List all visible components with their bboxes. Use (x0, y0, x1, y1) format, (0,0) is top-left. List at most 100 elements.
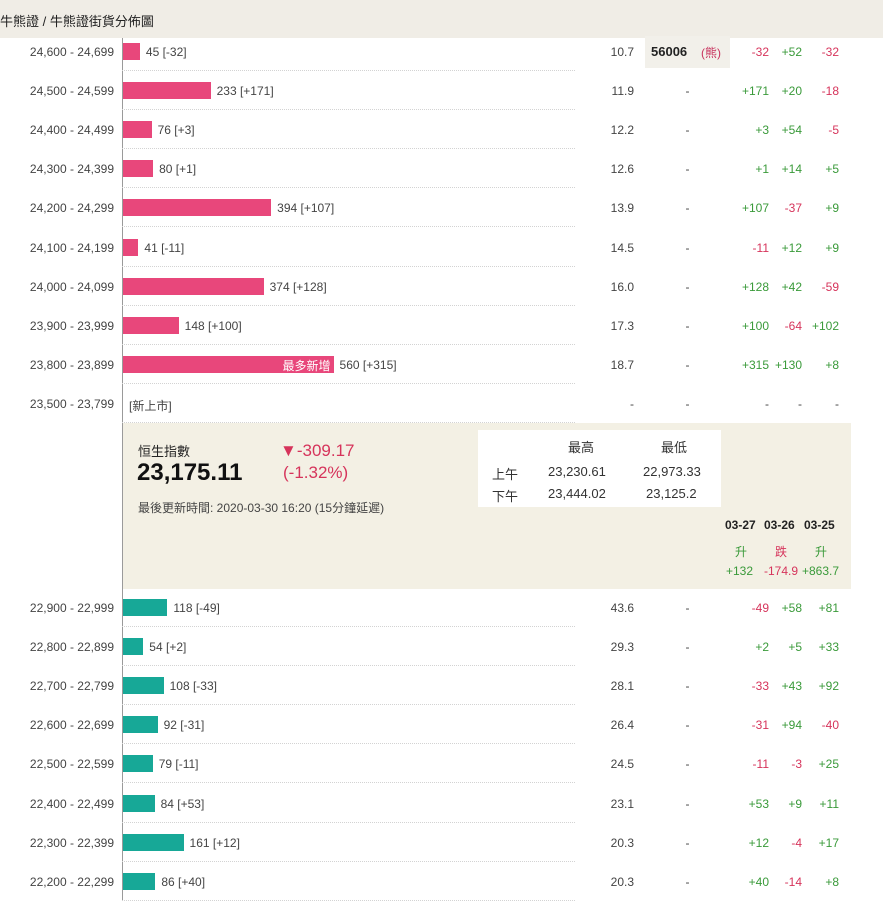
bull-row: 23,500 - 23,799 [新上市] - - - - - (0, 390, 883, 429)
daily-change-d2: -14 (784, 874, 802, 889)
bear-volume-bar[interactable] (123, 638, 144, 656)
strike-range: 22,400 - 22,499 (29, 796, 114, 811)
daily-change-d1: +315 (741, 357, 769, 372)
bull-volume-bar[interactable] (123, 199, 272, 217)
day-direction: 升 (815, 545, 828, 559)
bear-volume-bar[interactable] (123, 755, 153, 773)
bull-volume-bar[interactable] (123, 238, 139, 256)
bull-volume-bar[interactable] (123, 277, 264, 295)
daily-change-d3: +5 (825, 162, 839, 177)
leverage-value: 18.7 (610, 357, 634, 372)
daily-change-d3: +81 (818, 601, 839, 615)
bear-volume-bar[interactable] (123, 677, 164, 695)
index-value: 23,175.11 (137, 459, 243, 486)
daily-change-d1: -31 (751, 718, 769, 733)
outstanding-count: 86 [+40] (161, 874, 206, 889)
bear-row: 22,200 - 22,299 86 [+40] 20.3 - +40 -14 +8 (0, 868, 883, 907)
row-separator (122, 704, 575, 706)
warrant-code: - (685, 357, 690, 372)
day-direction: 升 (735, 545, 748, 559)
warrant-code[interactable]: 56006 (651, 44, 688, 59)
index-change-percent: (-1.32%) (283, 463, 349, 482)
index-change: ▼-309.17 (280, 441, 355, 460)
leverage-value: 14.5 (610, 240, 634, 255)
daily-change-d1: -33 (751, 679, 769, 694)
high-low-table: 最高 最低 上午 23,230.61 22,973.33 下午 23,444.0… (478, 430, 721, 507)
row-separator (122, 187, 575, 189)
leverage-value: 23.1 (610, 796, 634, 811)
outstanding-count: 45 [-32] (145, 45, 187, 59)
row-separator (122, 304, 575, 306)
row-separator (122, 382, 575, 384)
leverage-value: 16.0 (610, 279, 634, 294)
row-separator (122, 665, 575, 667)
strike-range: 22,900 - 22,999 (29, 601, 114, 615)
daily-change-d2: +58 (781, 601, 802, 615)
bear-row: 22,500 - 22,599 79 [-11] 24.5 - -11 -3 +25 (0, 750, 883, 789)
daily-change-d2: +94 (781, 718, 802, 733)
warrant-code: - (685, 162, 690, 177)
bull-volume-bar[interactable] (123, 160, 154, 178)
outstanding-count: 161 [+12] (189, 835, 240, 850)
outstanding-count: 41 [-11] (144, 240, 185, 255)
leverage-value: 29.3 (610, 640, 634, 655)
day-direction: 跌 (775, 545, 788, 559)
breadcrumb: 牛熊證 / 牛熊證街貨分佈圖 (0, 14, 154, 29)
strike-range: 24,100 - 24,199 (29, 240, 114, 255)
warrant-code: - (685, 757, 690, 772)
leverage-value: 11.9 (611, 84, 634, 99)
row-separator (122, 626, 575, 627)
bull-row: 24,300 - 24,399 80 [+1] 12.6 - +1 +14 +5 (0, 155, 883, 194)
row-separator (122, 109, 575, 111)
warrant-code: - (685, 123, 690, 138)
daily-change-d3: +11 (819, 796, 839, 811)
session-high: 23,230.61 (548, 464, 606, 479)
session-high: 23,444.02 (548, 486, 606, 501)
bull-volume-bar[interactable] (123, 121, 152, 139)
daily-change-d2: +5 (788, 640, 802, 655)
bear-row: 22,400 - 22,499 84 [+53] 23.1 - +53 +9 +11 (0, 790, 883, 829)
bear-row: 22,800 - 22,899 54 [+2] 29.3 - +2 +5 +33 (0, 633, 883, 672)
bull-row: 23,800 - 23,899 最多新增 560 [+315] 18.7 - +315 +1… (0, 351, 883, 390)
outstanding-count: 108 [-33] (169, 679, 217, 694)
strike-range: 22,800 - 22,899 (29, 640, 114, 655)
warrant-code-box[interactable]: 56006 (熊) (645, 36, 730, 68)
daily-change-d3: - (835, 396, 839, 411)
leverage-value: 13.9 (610, 201, 634, 216)
daily-change-d1: +53 (748, 796, 769, 811)
bull-row: 24,500 - 24,599 233 [+171] 11.9 - +171 +20 -18 (0, 77, 883, 116)
strike-range: 24,200 - 24,299 (29, 201, 114, 216)
most-added-tag: 最多新增 (282, 358, 331, 373)
bull-row: 24,600 - 24,699 45 [-32] 10.7 56006 (熊) -32 +5… (0, 36, 883, 77)
bear-row: 22,700 - 22,799 108 [-33] 28.1 - -33 +43 +92 (0, 672, 883, 711)
strike-range: 24,600 - 24,699 (29, 45, 114, 59)
strike-range: 22,300 - 22,399 (29, 835, 114, 850)
outstanding-count: 84 [+53] (160, 796, 205, 811)
bear-volume-bar[interactable] (123, 716, 158, 734)
bear-row: 22,900 - 22,999 118 [-49] 43.6 - -49 +58 +81 (0, 594, 883, 633)
bull-volume-bar[interactable] (123, 82, 211, 100)
daily-change-d1: -49 (751, 601, 769, 615)
row-separator (122, 782, 575, 784)
daily-change-d3: -32 (821, 45, 839, 59)
warrant-code: - (685, 679, 690, 694)
leverage-value: 12.6 (610, 162, 634, 177)
bear-volume-bar[interactable] (123, 872, 156, 890)
daily-change-d2: +12 (781, 240, 802, 255)
daily-change-d1: +3 (755, 123, 769, 138)
daily-change-d2: -64 (784, 318, 802, 333)
bear-volume-bar[interactable] (123, 794, 155, 812)
bull-volume-bar[interactable] (123, 316, 179, 334)
bull-volume-bar[interactable] (123, 43, 140, 60)
outstanding-count: 233 [+171] (216, 84, 274, 99)
daily-change-d3: +25 (818, 757, 839, 772)
bear-volume-bar[interactable] (123, 833, 184, 851)
daily-change-d3: +9 (825, 240, 839, 255)
daily-change-d1: +40 (748, 874, 769, 889)
bull-volume-bar[interactable]: 最多新增 (123, 355, 334, 373)
last-updated: 最後更新時間: 2020-03-30 16:20 (15分鐘延遲) (138, 501, 385, 515)
warrant-code: - (685, 240, 690, 255)
bear-volume-bar[interactable] (123, 599, 168, 616)
strike-range: 22,500 - 22,599 (29, 757, 114, 772)
daily-change-d3: +9 (825, 201, 839, 216)
